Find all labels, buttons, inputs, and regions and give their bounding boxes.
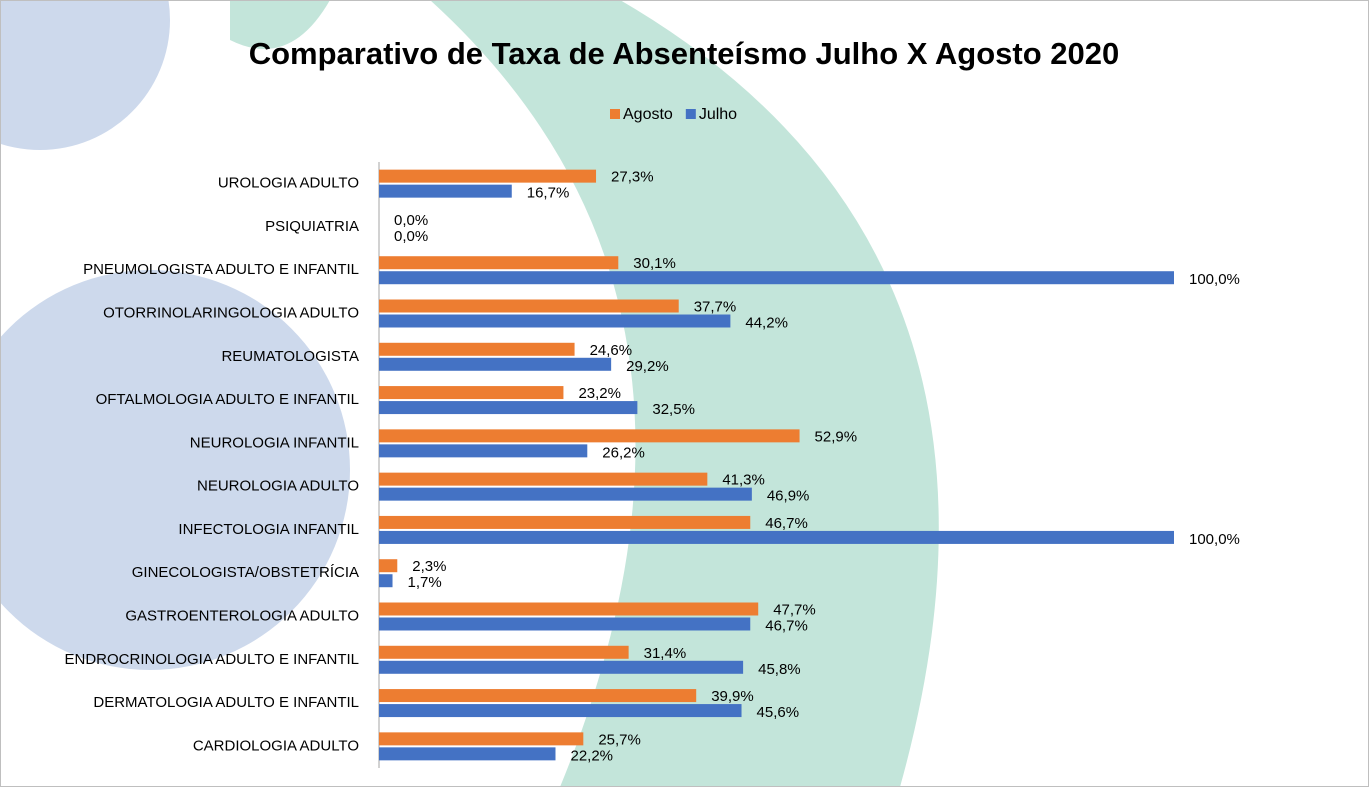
value-label: 46,9% (767, 488, 810, 505)
value-label: 100,0% (1189, 271, 1240, 288)
value-label: 29,2% (626, 358, 669, 375)
bar (379, 704, 742, 717)
bar (379, 401, 637, 414)
value-label: 45,8% (758, 661, 801, 678)
value-label: 46,7% (765, 515, 808, 532)
category-label: GINECOLOGISTA/OBSTETRÍCIA (132, 564, 359, 581)
bar (379, 429, 800, 442)
bar (379, 488, 752, 501)
bar (379, 256, 618, 269)
bar (379, 444, 587, 457)
value-label: 31,4% (644, 645, 687, 662)
category-label: PNEUMOLOGISTA ADULTO E INFANTIL (83, 261, 359, 278)
chart-title: Comparativo de Taxa de Absenteísmo Julho… (249, 36, 1120, 71)
bar (379, 358, 611, 371)
value-label: 47,7% (773, 601, 816, 618)
value-label: 27,3% (611, 169, 654, 186)
category-label: GASTROENTEROLOGIA ADULTO (125, 607, 359, 624)
value-label: 41,3% (722, 472, 765, 489)
bar (379, 300, 679, 313)
value-label: 24,6% (590, 342, 633, 359)
bar (379, 343, 575, 356)
page: {"chart_data": {"type": "bar", "orientat… (0, 0, 1369, 787)
bar (379, 315, 730, 328)
bar (379, 646, 629, 659)
value-label: 26,2% (602, 444, 645, 461)
legend-label: Agosto (623, 106, 673, 123)
bar (379, 531, 1174, 544)
bar (379, 732, 583, 745)
bar (379, 661, 743, 674)
category-label: NEUROLOGIA ADULTO (197, 478, 359, 495)
bar (379, 618, 750, 631)
bar (379, 574, 393, 587)
value-label: 100,0% (1189, 531, 1240, 548)
value-label: 16,7% (527, 185, 570, 202)
category-label: CARDIOLOGIA ADULTO (193, 737, 359, 754)
bar (379, 473, 707, 486)
value-label: 2,3% (412, 558, 446, 575)
value-label: 45,6% (757, 704, 800, 721)
chart: Comparativo de Taxa de Absenteísmo Julho… (0, 0, 1369, 787)
bar (379, 386, 563, 399)
category-label: NEUROLOGIA INFANTIL (190, 434, 359, 451)
bar (379, 170, 596, 183)
category-label: OTORRINOLARINGOLOGIA ADULTO (103, 304, 359, 321)
bar (379, 559, 397, 572)
bar (379, 603, 758, 616)
category-label: OFTALMOLOGIA ADULTO E INFANTIL (96, 391, 359, 408)
value-label: 46,7% (765, 617, 808, 634)
bar (379, 689, 696, 702)
category-label: UROLOGIA ADULTO (218, 175, 359, 192)
category-label: PSIQUIATRIA (265, 218, 359, 235)
legend-swatch (610, 109, 620, 119)
bar (379, 516, 750, 529)
value-label: 0,0% (394, 212, 428, 229)
value-label: 23,2% (578, 385, 621, 402)
value-label: 1,7% (408, 574, 442, 591)
value-label: 39,9% (711, 688, 754, 705)
value-label: 0,0% (394, 228, 428, 245)
value-label: 30,1% (633, 255, 676, 272)
value-label: 32,5% (652, 401, 695, 418)
category-label: ENDROCRINOLOGIA ADULTO E INFANTIL (64, 651, 359, 668)
value-label: 52,9% (815, 428, 858, 445)
value-label: 22,2% (570, 747, 613, 764)
value-label: 37,7% (694, 298, 737, 315)
legend-label: Julho (699, 106, 737, 123)
value-label: 44,2% (745, 314, 788, 331)
category-label: DERMATOLOGIA ADULTO E INFANTIL (93, 694, 359, 711)
category-label: REUMATOLOGISTA (221, 348, 359, 365)
category-label: INFECTOLOGIA INFANTIL (178, 521, 359, 538)
bar (379, 271, 1174, 284)
value-label: 25,7% (598, 731, 641, 748)
bar (379, 747, 555, 760)
legend-swatch (686, 109, 696, 119)
bar (379, 185, 512, 198)
